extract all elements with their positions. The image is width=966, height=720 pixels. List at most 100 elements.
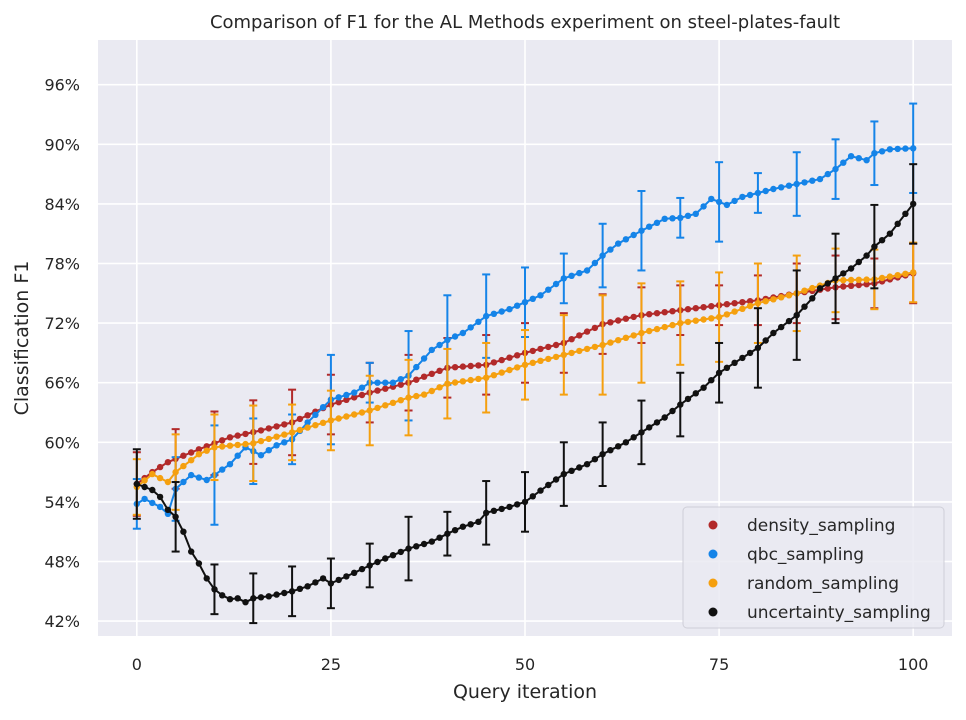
data-point — [506, 306, 513, 313]
data-point — [327, 417, 335, 424]
data-point — [265, 425, 272, 432]
legend: density_sampling qbc_sampling random_sampl… — [682, 506, 945, 629]
data-point — [910, 200, 917, 208]
data-point — [203, 443, 210, 450]
data-point — [180, 462, 187, 470]
y-tick-label: 72% — [44, 314, 80, 333]
data-point — [304, 419, 311, 426]
data-point — [847, 282, 855, 289]
legend-label: density_sampling — [747, 516, 895, 536]
data-point — [234, 441, 241, 449]
data-point — [894, 145, 901, 153]
y-tick-label: 66% — [44, 374, 80, 393]
data-point — [863, 252, 870, 259]
tick-labels: 42% 48% 54% 60% 66% 72% 78% 84% 90% 96% 0 25 50 75 100 — [44, 76, 928, 674]
data-point — [436, 367, 443, 374]
data-point — [545, 286, 552, 293]
data-point — [560, 351, 567, 359]
data-point — [498, 356, 505, 364]
data-point — [234, 432, 241, 439]
data-point — [723, 311, 731, 318]
data-point — [746, 349, 754, 357]
y-tick-label: 48% — [44, 553, 80, 572]
data-point — [475, 375, 482, 383]
series-uncertainty_sampling — [132, 163, 918, 625]
data-point — [420, 373, 428, 380]
data-point — [630, 231, 637, 239]
data-point — [358, 409, 366, 416]
data-point — [731, 308, 738, 315]
data-point — [149, 499, 156, 507]
data-point — [754, 189, 762, 197]
data-point — [397, 397, 404, 404]
data-point — [405, 394, 412, 401]
legend-label: qbc_sampling — [747, 545, 864, 565]
data-point — [234, 452, 241, 459]
data-point — [459, 378, 467, 385]
data-point — [250, 440, 257, 447]
data-point — [327, 580, 335, 587]
series-random_sampling — [132, 241, 918, 516]
data-point — [413, 392, 420, 400]
data-point — [638, 329, 645, 337]
data-point — [622, 315, 630, 322]
data-point — [700, 316, 707, 323]
data-point — [646, 424, 653, 431]
data-point — [397, 381, 404, 388]
data-point — [164, 478, 172, 486]
data-point — [607, 339, 614, 346]
data-point — [661, 414, 668, 421]
data-point — [358, 384, 366, 391]
data-point — [141, 483, 148, 491]
data-point — [490, 359, 498, 366]
data-point — [242, 430, 249, 438]
data-point — [343, 413, 350, 420]
y-tick-label: 90% — [44, 135, 80, 154]
data-point — [863, 276, 870, 283]
data-point — [351, 389, 358, 396]
data-point — [351, 569, 358, 576]
data-point — [242, 599, 249, 606]
data-point — [661, 309, 668, 316]
data-point — [420, 540, 428, 548]
data-point — [180, 452, 187, 459]
data-point — [847, 265, 855, 272]
data-point — [552, 353, 560, 361]
data-point — [405, 545, 412, 552]
data-point — [281, 439, 288, 446]
y-tick-label: 42% — [44, 612, 80, 631]
data-point — [312, 411, 319, 418]
data-point — [436, 341, 443, 349]
data-point — [226, 442, 234, 449]
data-point — [288, 588, 296, 595]
data-point — [731, 359, 738, 366]
data-point — [746, 302, 754, 310]
data-point — [692, 210, 699, 217]
data-point — [591, 456, 599, 463]
data-point — [296, 585, 304, 592]
data-point — [591, 259, 599, 267]
data-point — [669, 321, 676, 329]
data-point — [622, 236, 630, 243]
data-point — [358, 565, 366, 573]
data-point — [770, 329, 777, 337]
data-point — [219, 437, 226, 444]
data-point — [576, 269, 583, 277]
data-point — [451, 364, 459, 371]
data-point — [537, 487, 544, 494]
data-point — [708, 315, 715, 322]
data-point — [840, 283, 847, 290]
data-point — [591, 343, 599, 351]
legend-label: uncertainty_sampling — [747, 603, 931, 623]
data-point — [669, 407, 676, 415]
data-point — [281, 431, 288, 438]
data-point — [700, 203, 707, 210]
data-point — [250, 595, 257, 602]
data-point — [568, 272, 575, 279]
data-point — [653, 419, 661, 426]
data-point — [397, 376, 404, 383]
data-point — [739, 305, 746, 312]
legend-label: random_sampling — [747, 574, 899, 594]
